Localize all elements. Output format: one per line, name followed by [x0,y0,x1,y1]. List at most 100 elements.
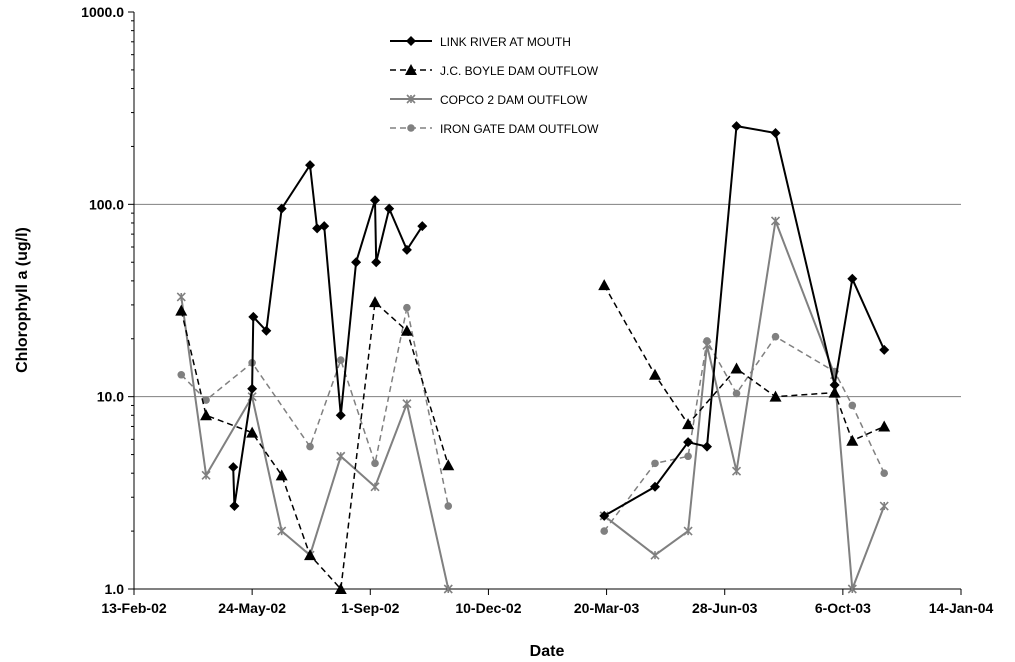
data-point [275,469,288,481]
data-point [600,527,609,535]
legend-label: IRON GATE DAM OUTFLOW [440,122,599,136]
y-tick-label: 100.0 [89,196,124,212]
x-tick-label: 1-Sep-02 [341,600,400,616]
data-point [443,584,453,594]
data-point [651,459,659,468]
plot-area [134,12,961,589]
x-tick-label: 6-Oct-03 [815,600,871,616]
data-point [846,434,859,446]
gridlines [134,203,961,398]
data-point [770,216,781,226]
data-point [771,332,780,341]
y-tick-label: 1000.0 [81,4,124,20]
data-point [701,441,712,452]
data-point [417,221,428,232]
data-point [847,273,858,284]
data-point [878,420,891,432]
data-point [202,396,210,404]
legend: LINK RIVER AT MOUTH J.C. BOYLE DAM OUTFLO… [390,35,599,136]
data-point [229,501,240,512]
data-point [703,337,711,345]
data-point [879,501,889,511]
data-point [247,383,258,394]
x-tick-label: 10-Dec-02 [455,600,521,616]
data-point [731,466,742,476]
data-point [384,203,395,214]
series-line [180,307,450,507]
data-point [828,386,841,398]
data-point [371,257,382,268]
data-point [769,390,782,402]
legend-marker [406,36,416,46]
data-point [879,344,890,355]
data-point [369,296,382,308]
data-point [402,399,412,409]
x-axis-title: Date [530,643,565,660]
data-point [400,324,413,336]
data-point [684,452,692,461]
data-point [401,244,412,255]
x-tick-label: 24-May-02 [218,600,286,616]
data-point [829,379,840,390]
data-point [261,325,272,336]
data-point [880,469,889,478]
y-axis-title: Chlorophyll a (ug/l) [14,227,31,373]
x-tick-label: 13-Feb-02 [101,600,167,616]
data-point [683,526,693,536]
data-point [847,584,857,594]
data-point [201,470,211,480]
data-point [228,462,239,473]
data-point [200,409,213,421]
series-line [603,284,885,442]
data-point [683,437,694,448]
data-point [650,481,661,492]
data-point [370,195,381,206]
x-tick-label: 14-Jan-04 [929,600,994,616]
data-point [371,459,379,468]
data-point [305,160,316,171]
data-point [304,549,317,561]
data-point [731,121,742,132]
x-tick-label: 28-Jun-03 [692,600,758,616]
data-point [336,356,345,364]
data-point [276,203,287,214]
data-point [351,257,362,268]
data-point [334,583,347,594]
series-j-c-boyle-dam-outflow [175,279,891,594]
legend-marker [407,124,415,132]
legend-label: J.C. BOYLE DAM OUTFLOW [440,64,599,78]
data-point [175,304,188,316]
data-point [598,279,611,291]
data-point [319,221,330,232]
data-point [246,426,259,438]
axes: 1.0 10.0 100.0 1000.0 13-Feb-02 24-May-02 1-Se… [81,4,993,616]
x-tick-label: 20-Mar-03 [574,600,640,616]
data-point [442,459,455,471]
data-point [335,410,346,421]
data-point [848,401,857,410]
data-point [177,370,186,379]
legend-marker [405,64,417,75]
data-point [732,389,741,398]
data-point [649,368,662,380]
legend-label: COPCO 2 DAM OUTFLOW [440,93,588,107]
data-point [176,292,186,302]
data-point [277,526,287,536]
series-layer [175,121,891,594]
y-tick-label: 10.0 [97,389,124,405]
series-link-river-at-mouth [228,121,890,521]
legend-marker [406,94,416,104]
y-tick-label: 1.0 [105,581,125,597]
data-point [370,482,380,492]
data-point [599,510,610,521]
data-point [336,451,346,461]
data-point [682,418,695,430]
data-point [770,127,781,138]
data-point [650,550,660,560]
data-point [444,502,453,510]
data-point [306,442,314,451]
data-point [248,311,259,322]
data-point [403,303,411,312]
data-point [730,362,743,374]
